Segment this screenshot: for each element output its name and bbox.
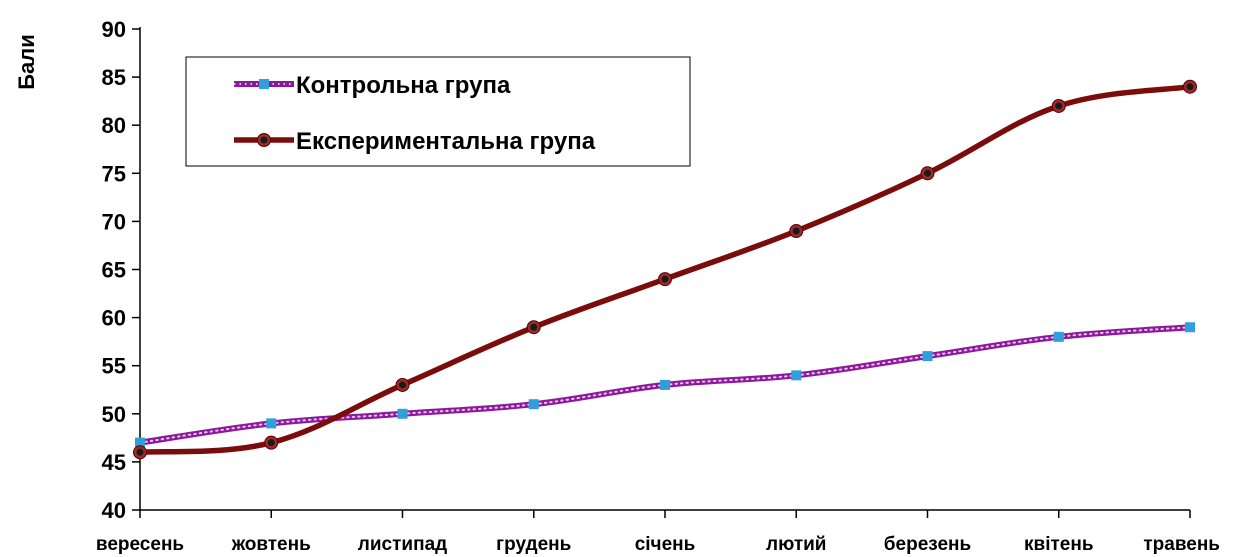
series-group: [133, 79, 1197, 460]
legend: Контрольна група Експериментальна група: [185, 56, 691, 167]
y-axis-title: Бали: [14, 34, 39, 90]
data-point: [135, 437, 145, 448]
legend-box: [185, 56, 691, 167]
y-tick-label: 60: [102, 306, 126, 331]
legend-label: Експериментальна група: [296, 128, 596, 155]
data-point: [528, 399, 539, 410]
x-tick-label: травень: [1143, 534, 1220, 555]
legend-marker-core: [260, 136, 268, 144]
data-point-core: [530, 323, 538, 331]
legend-label: Контрольна група: [296, 72, 511, 99]
x-tick-label: лютий: [766, 534, 827, 555]
y-tick-label: 55: [102, 354, 126, 379]
data-point-core: [1055, 102, 1063, 110]
y-tick-label: 85: [102, 65, 126, 90]
y-tick-label: 70: [102, 209, 126, 234]
x-tick-label: жовтень: [231, 534, 311, 555]
x-tick-label: квітень: [1024, 534, 1094, 555]
x-axis-ticks: вересень жовтень листипад грудень січень люти…: [96, 510, 1220, 555]
y-tick-label: 90: [102, 17, 126, 42]
series-experimental: [133, 79, 1197, 460]
x-tick-label: березень: [884, 534, 971, 555]
y-axis-ticks: 40 45 50 55 60 65 70 75 80 85 90: [102, 17, 140, 523]
data-point-core: [399, 381, 406, 389]
y-tick-label: 45: [102, 450, 126, 475]
x-tick-label: листипад: [358, 534, 447, 555]
x-tick-label: січень: [635, 534, 696, 555]
data-point: [1053, 331, 1064, 342]
y-tick-label: 40: [102, 498, 126, 523]
data-point: [1185, 322, 1195, 333]
data-point-core: [661, 275, 669, 283]
data-point-core: [136, 448, 144, 456]
y-tick-label: 80: [102, 113, 126, 138]
data-point: [266, 418, 277, 429]
x-tick-label: грудень: [496, 534, 571, 555]
data-point-core: [1186, 83, 1194, 91]
data-point-core: [924, 169, 931, 177]
data-point: [660, 379, 670, 390]
y-tick-label: 50: [102, 402, 126, 427]
x-tick-label: вересень: [96, 534, 184, 555]
y-tick-label: 65: [102, 258, 126, 283]
data-point: [791, 370, 802, 381]
data-point: [922, 351, 933, 362]
legend-item: Експериментальна група: [234, 128, 596, 155]
legend-marker: [259, 79, 269, 89]
data-point-core: [792, 227, 800, 235]
data-point: [397, 408, 408, 419]
data-point-core: [267, 439, 275, 447]
legend-item: Контрольна група: [234, 72, 511, 99]
series-control: [135, 322, 1195, 448]
y-tick-label: 75: [102, 161, 126, 186]
